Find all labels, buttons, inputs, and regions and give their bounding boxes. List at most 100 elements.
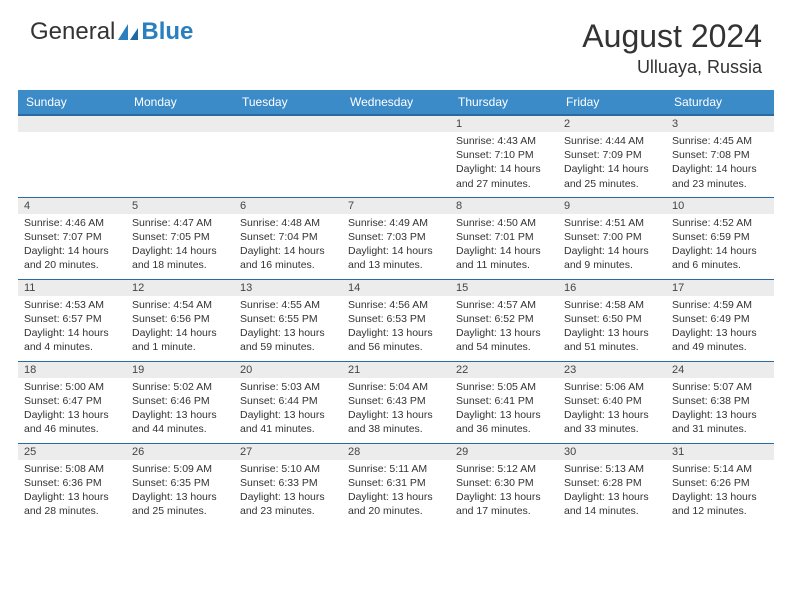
sunset-text: Sunset: 6:33 PM [240, 476, 336, 490]
calendar-day-cell: 19Sunrise: 5:02 AMSunset: 6:46 PMDayligh… [126, 361, 234, 443]
day-number: 21 [342, 362, 450, 378]
sunrise-text: Sunrise: 4:59 AM [672, 298, 768, 312]
day-details: Sunrise: 4:51 AMSunset: 7:00 PMDaylight:… [558, 214, 666, 277]
day-details: Sunrise: 5:09 AMSunset: 6:35 PMDaylight:… [126, 460, 234, 523]
day-number: 28 [342, 444, 450, 460]
day-details: Sunrise: 4:48 AMSunset: 7:04 PMDaylight:… [234, 214, 342, 277]
daylight-text: Daylight: 13 hours and 14 minutes. [564, 490, 660, 518]
calendar-day-cell: 2Sunrise: 4:44 AMSunset: 7:09 PMDaylight… [558, 115, 666, 197]
daylight-text: Daylight: 13 hours and 41 minutes. [240, 408, 336, 436]
day-details: Sunrise: 4:46 AMSunset: 7:07 PMDaylight:… [18, 214, 126, 277]
sunrise-text: Sunrise: 4:52 AM [672, 216, 768, 230]
sunrise-text: Sunrise: 4:48 AM [240, 216, 336, 230]
sunset-text: Sunset: 7:00 PM [564, 230, 660, 244]
logo-text-1: General [30, 18, 115, 46]
sunset-text: Sunset: 6:49 PM [672, 312, 768, 326]
sunrise-text: Sunrise: 4:57 AM [456, 298, 552, 312]
sunrise-text: Sunrise: 4:49 AM [348, 216, 444, 230]
daylight-text: Daylight: 14 hours and 9 minutes. [564, 244, 660, 272]
logo-sail-icon [117, 23, 139, 41]
daylight-text: Daylight: 13 hours and 49 minutes. [672, 326, 768, 354]
calendar-week-row: 18Sunrise: 5:00 AMSunset: 6:47 PMDayligh… [18, 361, 774, 443]
daylight-text: Daylight: 13 hours and 23 minutes. [240, 490, 336, 518]
day-number: 12 [126, 280, 234, 296]
sunset-text: Sunset: 6:35 PM [132, 476, 228, 490]
calendar-day-cell: 3Sunrise: 4:45 AMSunset: 7:08 PMDaylight… [666, 115, 774, 197]
sunset-text: Sunset: 6:50 PM [564, 312, 660, 326]
title-block: August 2024 Ulluaya, Russia [582, 18, 762, 78]
daylight-text: Daylight: 13 hours and 28 minutes. [24, 490, 120, 518]
sunset-text: Sunset: 6:26 PM [672, 476, 768, 490]
daylight-text: Daylight: 14 hours and 23 minutes. [672, 162, 768, 190]
sunrise-text: Sunrise: 4:58 AM [564, 298, 660, 312]
sunrise-text: Sunrise: 4:54 AM [132, 298, 228, 312]
day-number: 17 [666, 280, 774, 296]
sunset-text: Sunset: 7:04 PM [240, 230, 336, 244]
day-number: 9 [558, 198, 666, 214]
sunrise-text: Sunrise: 5:09 AM [132, 462, 228, 476]
calendar-table: SundayMondayTuesdayWednesdayThursdayFrid… [18, 90, 774, 525]
sunrise-text: Sunrise: 5:02 AM [132, 380, 228, 394]
day-number: 30 [558, 444, 666, 460]
header: General Blue August 2024 Ulluaya, Russia [0, 0, 792, 86]
sunset-text: Sunset: 6:41 PM [456, 394, 552, 408]
sunrise-text: Sunrise: 5:05 AM [456, 380, 552, 394]
sunrise-text: Sunrise: 4:45 AM [672, 134, 768, 148]
sunset-text: Sunset: 6:47 PM [24, 394, 120, 408]
daylight-text: Daylight: 14 hours and 16 minutes. [240, 244, 336, 272]
daylight-text: Daylight: 14 hours and 20 minutes. [24, 244, 120, 272]
calendar-week-row: 25Sunrise: 5:08 AMSunset: 6:36 PMDayligh… [18, 443, 774, 525]
sunrise-text: Sunrise: 4:46 AM [24, 216, 120, 230]
daylight-text: Daylight: 13 hours and 31 minutes. [672, 408, 768, 436]
sunrise-text: Sunrise: 4:43 AM [456, 134, 552, 148]
day-details: Sunrise: 4:53 AMSunset: 6:57 PMDaylight:… [18, 296, 126, 359]
calendar-day-cell: 7Sunrise: 4:49 AMSunset: 7:03 PMDaylight… [342, 197, 450, 279]
sunset-text: Sunset: 6:36 PM [24, 476, 120, 490]
day-details: Sunrise: 5:02 AMSunset: 6:46 PMDaylight:… [126, 378, 234, 441]
daylight-text: Daylight: 13 hours and 25 minutes. [132, 490, 228, 518]
daylight-text: Daylight: 14 hours and 11 minutes. [456, 244, 552, 272]
day-number: 7 [342, 198, 450, 214]
sunset-text: Sunset: 6:56 PM [132, 312, 228, 326]
logo: General Blue [30, 18, 193, 46]
calendar-day-cell [234, 115, 342, 197]
sunset-text: Sunset: 6:43 PM [348, 394, 444, 408]
daylight-text: Daylight: 13 hours and 56 minutes. [348, 326, 444, 354]
day-details: Sunrise: 5:04 AMSunset: 6:43 PMDaylight:… [342, 378, 450, 441]
day-number: 26 [126, 444, 234, 460]
location: Ulluaya, Russia [582, 57, 762, 78]
sunset-text: Sunset: 7:09 PM [564, 148, 660, 162]
sunset-text: Sunset: 6:52 PM [456, 312, 552, 326]
calendar-day-cell: 28Sunrise: 5:11 AMSunset: 6:31 PMDayligh… [342, 443, 450, 525]
day-details: Sunrise: 5:05 AMSunset: 6:41 PMDaylight:… [450, 378, 558, 441]
sunrise-text: Sunrise: 5:14 AM [672, 462, 768, 476]
sunrise-text: Sunrise: 5:00 AM [24, 380, 120, 394]
calendar-day-cell: 4Sunrise: 4:46 AMSunset: 7:07 PMDaylight… [18, 197, 126, 279]
weekday-header: Tuesday [234, 90, 342, 115]
calendar-day-cell: 26Sunrise: 5:09 AMSunset: 6:35 PMDayligh… [126, 443, 234, 525]
daylight-text: Daylight: 14 hours and 18 minutes. [132, 244, 228, 272]
day-details: Sunrise: 4:58 AMSunset: 6:50 PMDaylight:… [558, 296, 666, 359]
calendar-day-cell [342, 115, 450, 197]
logo-text-2: Blue [141, 18, 193, 46]
calendar-day-cell: 30Sunrise: 5:13 AMSunset: 6:28 PMDayligh… [558, 443, 666, 525]
day-number [126, 116, 234, 132]
sunset-text: Sunset: 6:28 PM [564, 476, 660, 490]
day-details: Sunrise: 4:52 AMSunset: 6:59 PMDaylight:… [666, 214, 774, 277]
weekday-header: Saturday [666, 90, 774, 115]
calendar-day-cell: 9Sunrise: 4:51 AMSunset: 7:00 PMDaylight… [558, 197, 666, 279]
sunset-text: Sunset: 6:53 PM [348, 312, 444, 326]
day-details: Sunrise: 4:55 AMSunset: 6:55 PMDaylight:… [234, 296, 342, 359]
day-number [342, 116, 450, 132]
sunset-text: Sunset: 6:57 PM [24, 312, 120, 326]
calendar-day-cell: 8Sunrise: 4:50 AMSunset: 7:01 PMDaylight… [450, 197, 558, 279]
day-number: 8 [450, 198, 558, 214]
daylight-text: Daylight: 14 hours and 6 minutes. [672, 244, 768, 272]
day-number [18, 116, 126, 132]
sunset-text: Sunset: 6:38 PM [672, 394, 768, 408]
sunrise-text: Sunrise: 4:53 AM [24, 298, 120, 312]
daylight-text: Daylight: 13 hours and 44 minutes. [132, 408, 228, 436]
day-number: 2 [558, 116, 666, 132]
sunset-text: Sunset: 6:46 PM [132, 394, 228, 408]
daylight-text: Daylight: 13 hours and 59 minutes. [240, 326, 336, 354]
